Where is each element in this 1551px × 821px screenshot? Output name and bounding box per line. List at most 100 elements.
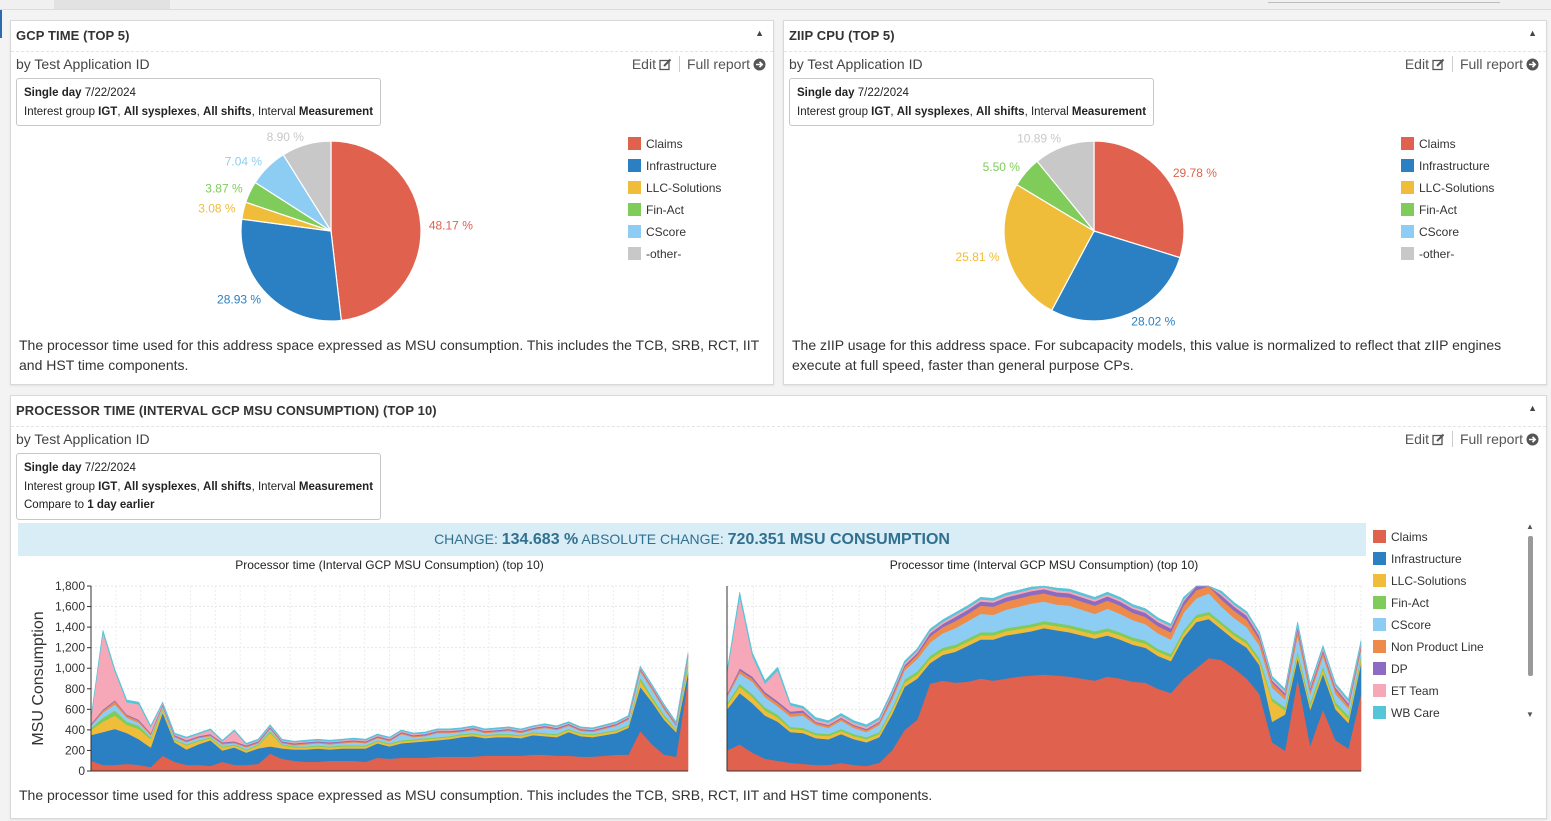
pie-slice-infrastructure[interactable] [240,218,342,322]
pie-label: 10.89 % [1017,132,1061,146]
ziip-pie-chart: 29.78 % 28.02 % 25.81 % 5.50 % 10.89 % [956,132,1218,329]
legend-item[interactable]: LLC-Solutions [1401,181,1494,203]
pie-slice-infrastructure[interactable] [1050,230,1181,322]
arrow-circle-right-icon [1526,433,1539,446]
legend-item[interactable]: WB Care [1373,706,1484,728]
panel-title: PROCESSOR TIME (INTERVAL GCP MSU CONSUMP… [16,403,437,418]
pie-slice-claims[interactable] [330,140,422,322]
legend-item[interactable]: CScore [1401,225,1494,247]
legend-item[interactable]: Claims [628,137,721,159]
y-tick-label: 1,000 [55,661,85,675]
y-tick-label: 1,400 [55,620,85,634]
edit-icon [1432,58,1445,71]
pie-label: 29.78 % [1173,166,1217,180]
pie-label: 8.90 % [267,130,305,144]
panel-description: The processor time used for this address… [19,337,759,373]
pie-label: 7.04 % [225,154,263,168]
processor-time-chart-compare: Processor time (Interval GCP MSU Consump… [726,558,1362,772]
y-tick-label: 1,200 [55,641,85,655]
pie-label: 48.17 % [429,218,473,232]
legend-item[interactable]: CScore [628,225,721,247]
legend-scrollbar[interactable]: ▲ ▼ [1526,522,1534,719]
pie-slice-claims[interactable] [1093,140,1185,259]
pie-label: 28.02 % [1131,315,1175,329]
top-tab[interactable] [54,0,170,9]
pie-slice-llcsolutions[interactable] [1003,183,1095,312]
legend-item[interactable]: DP [1373,662,1484,684]
area-series-wbcare[interactable] [90,630,689,745]
full-report-link[interactable]: Full report [1460,56,1539,72]
legend-item[interactable]: Infrastructure [1401,159,1494,181]
legend-item[interactable]: Fin-Act [628,203,721,225]
panel-title: ZIIP CPU (TOP 5) [789,28,895,43]
change-banner: CHANGE: 134.683 % ABSOLUTE CHANGE: 720.3… [18,523,1366,556]
legend-item[interactable]: Fin-Act [1373,596,1484,618]
edit-icon [1432,433,1445,446]
legend-item[interactable]: Claims [1373,530,1484,552]
panel-actions: Edit Full report [632,56,766,72]
y-tick-label: 400 [65,723,85,737]
edit-link[interactable]: Edit [1405,431,1445,447]
pie-legend: Claims Infrastructure LLC-Solutions Fin-… [1401,137,1494,269]
edit-link[interactable]: Edit [1405,56,1445,72]
pie-legend: Claims Infrastructure LLC-Solutions Fin-… [628,137,721,269]
panel-description: The processor time used for this address… [19,787,933,803]
area-series-wbcare[interactable] [726,585,1362,728]
edit-link[interactable]: Edit [632,56,672,72]
legend-item[interactable]: -other- [1401,247,1494,269]
full-report-link[interactable]: Full report [1460,431,1539,447]
y-tick-label: 200 [65,743,85,757]
pie-slice-other[interactable] [1036,140,1095,233]
pie-slice-other[interactable] [282,140,332,234]
panel-subtitle: by Test Application ID [16,56,150,72]
chart-title: Processor time (Interval GCP MSU Consump… [235,558,544,572]
legend-item[interactable]: Fin-Act [1401,203,1494,225]
collapse-caret-icon[interactable]: ▲ [1528,403,1537,413]
divider [11,426,1546,427]
context-box: Single day 7/22/2024 Interest group IGT,… [789,78,1155,126]
panel-actions: Edit Full report [1405,56,1539,72]
full-report-link[interactable]: Full report [687,56,766,72]
y-tick-label: 600 [65,702,85,716]
panel-title: GCP TIME (TOP 5) [16,28,130,43]
edit-icon [659,58,672,71]
pie-label: 3.87 % [205,182,243,196]
legend-item[interactable]: Non Product Line [1373,640,1484,662]
action-separator [1451,431,1453,447]
pie-label: 3.08 % [198,202,236,216]
panel-subtitle: by Test Application ID [16,431,150,447]
scroll-up-icon[interactable]: ▲ [1526,522,1534,531]
y-tick-label: 800 [65,682,85,696]
legend-item[interactable]: Infrastructure [628,159,721,181]
y-tick-label: 1,600 [55,600,85,614]
legend-item[interactable]: -other- [628,247,721,269]
collapse-caret-icon[interactable]: ▲ [1528,28,1537,38]
divider [11,51,773,52]
legend-item[interactable]: LLC-Solutions [628,181,721,203]
panel-ziip-cpu: ZIIP CPU (TOP 5) ▲ by Test Application I… [783,20,1547,385]
panel-actions: Edit Full report [1405,431,1539,447]
panel-subtitle: by Test Application ID [789,56,923,72]
context-box: Single day 7/22/2024 Interest group IGT,… [16,453,382,520]
absolute-change-value: 720.351 MSU CONSUMPTION [727,531,950,548]
panel-description: The zIIP usage for this address space. F… [792,337,1502,373]
legend-item[interactable]: CScore [1373,618,1484,640]
arrow-circle-right-icon [753,58,766,71]
change-value: 134.683 % [501,531,579,548]
legend-item[interactable]: Infrastructure [1373,552,1484,574]
panel-gcp-time: GCP TIME (TOP 5) ▲ by Test Application I… [10,20,774,385]
action-separator [678,56,680,72]
top-search-field[interactable] [1268,0,1500,3]
scroll-thumb[interactable] [1528,536,1533,676]
panel-processor-time: PROCESSOR TIME (INTERVAL GCP MSU CONSUMP… [10,395,1547,819]
processor-time-chart-current: Processor time (Interval GCP MSU Consump… [30,558,689,778]
scroll-down-icon[interactable]: ▼ [1526,710,1534,719]
chart-title: Processor time (Interval GCP MSU Consump… [890,558,1199,572]
legend-item[interactable]: LLC-Solutions [1373,574,1484,596]
selection-marker [0,10,2,38]
legend-item[interactable]: Claims [1401,137,1494,159]
collapse-caret-icon[interactable]: ▲ [755,28,764,38]
legend-item[interactable]: ET Team [1373,684,1484,706]
top-bar [0,0,1551,10]
pie-label: 28.93 % [217,293,261,307]
